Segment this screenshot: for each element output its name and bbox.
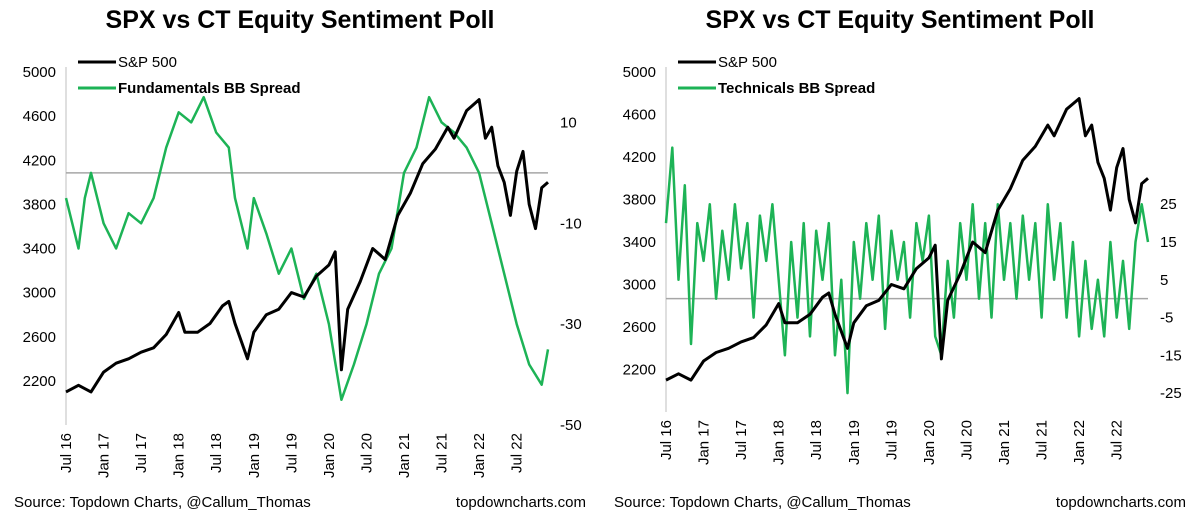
y-tick-right: -50 bbox=[560, 417, 582, 434]
y-tick-left: 3400 bbox=[23, 241, 56, 258]
chart-source: Source: Topdown Charts, @Callum_Thomas bbox=[14, 494, 311, 511]
x-tick: Jan 18 bbox=[171, 433, 188, 478]
legend-label: Technicals BB Spread bbox=[718, 80, 875, 97]
y-tick-right: -15 bbox=[1160, 347, 1182, 364]
x-tick: Jan 18 bbox=[771, 420, 788, 465]
chart-title: SPX vs CT Equity Sentiment Poll bbox=[705, 6, 1095, 34]
x-tick: Jan 22 bbox=[1071, 420, 1088, 465]
y-tick-left: 3800 bbox=[23, 196, 56, 213]
chart-site: topdowncharts.com bbox=[455, 494, 586, 511]
x-tick: Jan 21 bbox=[396, 433, 413, 478]
x-tick: Jul 20 bbox=[958, 420, 975, 460]
y-tick-right: -25 bbox=[1160, 385, 1182, 402]
y-tick-left: 3000 bbox=[623, 277, 656, 294]
x-tick: Jul 21 bbox=[434, 433, 451, 473]
y-tick-left: 5000 bbox=[623, 64, 656, 81]
chart-panel-left: SPX vs CT Equity Sentiment Poll 2200 2600… bbox=[14, 6, 586, 511]
x-tick: Jan 19 bbox=[246, 433, 263, 478]
y-tick-right: -30 bbox=[560, 316, 582, 333]
x-tick: Jul 16 bbox=[58, 433, 75, 473]
legend-label: Fundamentals BB Spread bbox=[118, 80, 301, 97]
y-tick-left: 2200 bbox=[23, 373, 56, 390]
x-tick: Jul 19 bbox=[283, 433, 300, 473]
series-line-sentiment bbox=[64, 95, 550, 402]
x-tick: Jan 21 bbox=[996, 420, 1013, 465]
chart-source: Source: Topdown Charts, @Callum_Thomas bbox=[614, 494, 911, 511]
x-tick: Jul 18 bbox=[808, 420, 825, 460]
x-tick: Jul 17 bbox=[733, 420, 750, 460]
y-tick-right: 15 bbox=[1160, 234, 1177, 251]
y-tick-left: 3400 bbox=[623, 234, 656, 251]
legend-label: S&P 500 bbox=[118, 54, 177, 71]
x-tick: Jan 20 bbox=[321, 433, 338, 478]
chart-title: SPX vs CT Equity Sentiment Poll bbox=[105, 6, 495, 34]
x-tick: Jan 17 bbox=[96, 433, 113, 478]
x-tick: Jan 22 bbox=[471, 433, 488, 478]
chart-panel-right: SPX vs CT Equity Sentiment Poll 2200 2600… bbox=[600, 0, 1200, 518]
chart-right: 2200 2600 3000 3400 3800 4200 4600 5000 25 15 5 -5 -… bbox=[623, 54, 1182, 465]
y-tick-left: 3800 bbox=[623, 192, 656, 209]
y-tick-right: 10 bbox=[560, 114, 577, 131]
y-tick-right: 25 bbox=[1160, 196, 1177, 213]
x-tick: Jul 22 bbox=[1109, 420, 1126, 460]
series-line-spx bbox=[665, 97, 1149, 382]
series-line-spx bbox=[65, 98, 549, 394]
y-tick-left: 2600 bbox=[23, 329, 56, 346]
y-tick-right: -10 bbox=[560, 215, 582, 232]
x-tick: Jul 21 bbox=[1034, 420, 1051, 460]
y-tick-right: -5 bbox=[1160, 310, 1173, 327]
x-tick: Jul 17 bbox=[133, 433, 150, 473]
x-tick: Jul 22 bbox=[509, 433, 526, 473]
y-tick-right: 5 bbox=[1160, 272, 1168, 289]
y-tick-left: 2600 bbox=[623, 319, 656, 336]
y-tick-left: 4600 bbox=[23, 108, 56, 125]
x-tick: Jan 19 bbox=[846, 420, 863, 465]
legend-label: S&P 500 bbox=[718, 54, 777, 71]
y-tick-left: 5000 bbox=[23, 64, 56, 81]
x-tick: Jul 18 bbox=[208, 433, 225, 473]
chart-site: topdowncharts.com bbox=[1055, 494, 1186, 511]
x-tick: Jul 16 bbox=[658, 420, 675, 460]
y-tick-left: 4200 bbox=[23, 152, 56, 169]
y-tick-left: 4200 bbox=[623, 149, 656, 166]
chart-left: 2200 2600 3000 3400 3800 4200 4600 5000 10 -10 -30… bbox=[23, 54, 582, 478]
series-line-sentiment bbox=[664, 146, 1150, 395]
y-tick-left: 4600 bbox=[623, 107, 656, 124]
x-tick: Jan 17 bbox=[696, 420, 713, 465]
x-tick: Jul 19 bbox=[883, 420, 900, 460]
y-tick-left: 2200 bbox=[623, 362, 656, 379]
x-tick: Jan 20 bbox=[921, 420, 938, 465]
x-tick: Jul 20 bbox=[358, 433, 375, 473]
y-tick-left: 3000 bbox=[23, 285, 56, 302]
